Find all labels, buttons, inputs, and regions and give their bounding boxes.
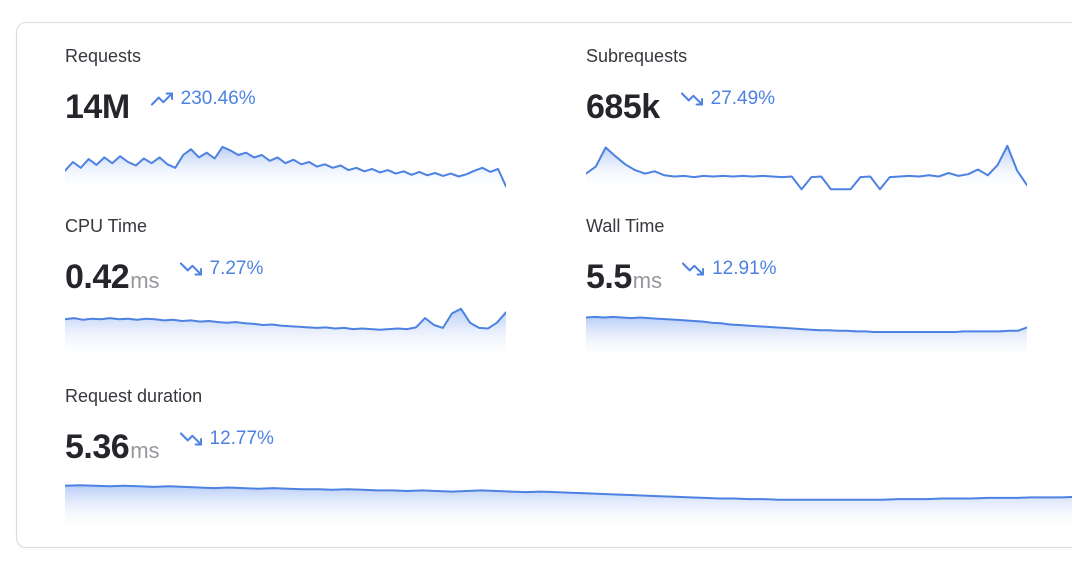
metrics-grid: Requests 14M 230.46% Subrequests 685k — [17, 23, 1072, 555]
sparkline-chart-request-duration — [65, 473, 1072, 531]
metric-card-wall-time: Wall Time 5.5ms 12.91% — [586, 215, 1027, 385]
sparkline-chart-cpu-time — [65, 303, 506, 361]
sparkline-chart-requests — [65, 133, 506, 191]
metric-value-cpu-time: 0.42ms — [65, 258, 160, 296]
sparkline-chart-wall-time — [586, 303, 1027, 361]
sparkline-chart-subrequests — [586, 133, 1027, 191]
metric-label-request-duration: Request duration — [65, 386, 203, 406]
metric-unit-ms: ms — [130, 268, 160, 293]
trend-indicator-requests: 230.46% — [150, 88, 256, 110]
metric-value-row: 685k 27.49% — [586, 85, 1027, 129]
trend-down-icon — [682, 258, 705, 280]
metric-card-request-duration: Request duration 5.36ms 12.77% — [65, 385, 1072, 555]
trend-indicator-subrequests: 27.49% — [680, 88, 776, 110]
metric-label-wall-time: Wall Time — [586, 216, 665, 236]
trend-up-icon — [150, 88, 173, 110]
metric-value-request-duration: 5.36ms — [65, 428, 160, 466]
trend-indicator-cpu-time: 7.27% — [179, 258, 264, 280]
trend-percentage-cpu-time: 7.27% — [209, 258, 264, 279]
metric-value-row: 5.5ms 12.91% — [586, 255, 1027, 299]
metric-value-row: 5.36ms 12.77% — [65, 425, 1027, 469]
trend-indicator-request-duration: 12.77% — [179, 428, 274, 450]
metric-card-subrequests: Subrequests 685k 27.49% — [586, 45, 1027, 215]
metric-card-requests: Requests 14M 230.46% — [65, 45, 506, 215]
metric-label-subrequests: Subrequests — [586, 46, 688, 66]
metric-value-wall-time: 5.5ms — [586, 258, 663, 296]
metric-label-requests: Requests — [65, 46, 142, 66]
trend-down-icon — [179, 258, 202, 280]
trend-percentage-requests: 230.46% — [180, 88, 256, 109]
trend-percentage-wall-time: 12.91% — [712, 258, 777, 279]
metric-value-subrequests: 685k — [586, 88, 660, 126]
trend-percentage-subrequests: 27.49% — [710, 88, 776, 109]
metric-value-row: 0.42ms 7.27% — [65, 255, 506, 299]
trend-down-icon — [179, 428, 202, 450]
metric-unit-ms: ms — [632, 268, 663, 293]
metric-card-cpu-time: CPU Time 0.42ms 7.27% — [65, 215, 506, 385]
trend-indicator-wall-time: 12.91% — [682, 258, 777, 280]
metric-value-row: 14M 230.46% — [65, 85, 506, 129]
trend-down-icon — [680, 88, 703, 110]
metric-label-cpu-time: CPU Time — [65, 216, 148, 236]
metric-unit-ms: ms — [130, 438, 160, 463]
trend-percentage-request-duration: 12.77% — [209, 428, 274, 449]
metric-value-requests: 14M — [65, 88, 130, 126]
metrics-panel-card: Requests 14M 230.46% Subrequests 685k — [16, 22, 1072, 548]
